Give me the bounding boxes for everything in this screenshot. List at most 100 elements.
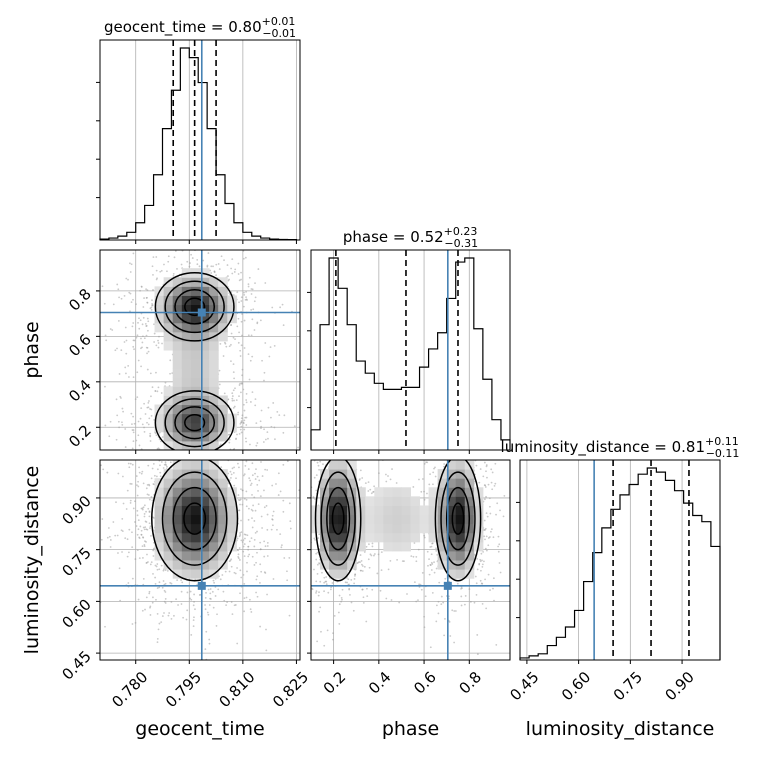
scatter-point [305, 562, 307, 564]
scatter-point [140, 474, 142, 476]
density-cell [347, 478, 357, 488]
scatter-point [281, 303, 284, 306]
scatter-point [333, 457, 335, 459]
density-cell [200, 505, 210, 516]
scatter-point [143, 297, 145, 299]
panel-content [100, 398, 300, 660]
scatter-point [115, 438, 118, 441]
scatter-point [312, 405, 314, 407]
scatter-point [147, 350, 150, 353]
scatter-point [488, 497, 491, 500]
scatter-point [146, 317, 149, 320]
scatter-point [189, 262, 191, 264]
density-cell [190, 413, 201, 424]
scatter-point [250, 611, 253, 613]
density-cell [190, 496, 201, 506]
scatter-point [493, 415, 495, 417]
scatter-point [228, 433, 231, 436]
scatter-point [256, 595, 259, 598]
scatter-point [233, 466, 235, 469]
scatter-point [359, 569, 362, 572]
scatter-point [279, 306, 282, 309]
scatter-point [237, 273, 240, 275]
scatter-point [428, 483, 431, 486]
density-cell [428, 523, 439, 534]
contour-line [164, 398, 225, 448]
scatter-point [249, 398, 251, 400]
scatter-point [209, 588, 212, 590]
density-cell [209, 541, 219, 552]
scatter-point [152, 463, 155, 465]
density-cell [329, 569, 339, 579]
scatter-point [132, 440, 135, 443]
scatter-point [245, 392, 248, 395]
hist-panel-phase: phase = 0.52+0.23 −0.31 [307, 225, 511, 454]
density-cell [209, 431, 219, 442]
scatter-point [249, 608, 252, 611]
scatter-point [101, 518, 104, 520]
density-cell [181, 313, 192, 324]
density-cell [172, 514, 183, 525]
scatter-point [401, 560, 404, 563]
contour-line [331, 502, 345, 535]
scatter-point [319, 580, 322, 583]
scatter-point [228, 292, 231, 295]
scatter-point [429, 442, 431, 444]
contour-line [451, 502, 465, 535]
density-cell [209, 286, 219, 296]
density-cell [209, 469, 219, 479]
scatter-point [279, 490, 282, 493]
density-cell [163, 478, 174, 488]
density-cell [190, 368, 201, 378]
density-cell [190, 422, 201, 433]
scatter-point [141, 470, 144, 473]
density-cell [356, 496, 366, 506]
scatter-point [434, 455, 436, 457]
scatter-point [136, 371, 139, 374]
density-cell [446, 469, 457, 479]
density-cell [320, 469, 330, 479]
density-cell [428, 505, 439, 516]
density-cell [209, 386, 219, 396]
scatter-point [245, 424, 248, 426]
scatter-point [190, 253, 193, 256]
scatter-point [270, 528, 273, 531]
scatter-point [485, 495, 487, 498]
density-cell [437, 523, 448, 534]
scatter-point [490, 530, 492, 533]
scatter-point [336, 455, 338, 457]
density-cell [190, 460, 201, 470]
scatter-point [319, 606, 322, 609]
scatter-point [217, 588, 220, 591]
density-cell [181, 295, 192, 306]
scatter-point [204, 608, 207, 611]
scatter-point [316, 640, 319, 643]
density-cell [218, 514, 228, 525]
scatter-point [325, 580, 328, 583]
scatter-point [433, 571, 436, 574]
scatter-point [143, 504, 146, 507]
scatter-point [478, 481, 481, 484]
scatter-point [423, 490, 425, 493]
scatter-point [503, 494, 506, 497]
scatter-point [121, 475, 124, 478]
scatter-point [100, 538, 103, 541]
density-cell [172, 422, 183, 433]
scatter-point [231, 395, 234, 397]
scatter-point [245, 483, 247, 485]
scatter-point [254, 531, 257, 534]
scatter-point [151, 299, 153, 302]
scatter-point [353, 416, 355, 418]
scatter-point [485, 512, 488, 515]
scatter-point [150, 495, 153, 498]
scatter-point [257, 268, 260, 270]
density-cell [181, 496, 192, 506]
scatter-point [498, 543, 501, 546]
density-cell [446, 541, 457, 552]
scatter-point [160, 269, 163, 272]
scatter-point [104, 385, 106, 388]
scatter-point [205, 630, 208, 633]
density-cell [410, 505, 421, 516]
scatter-point [421, 571, 424, 574]
density-cell [181, 377, 192, 387]
